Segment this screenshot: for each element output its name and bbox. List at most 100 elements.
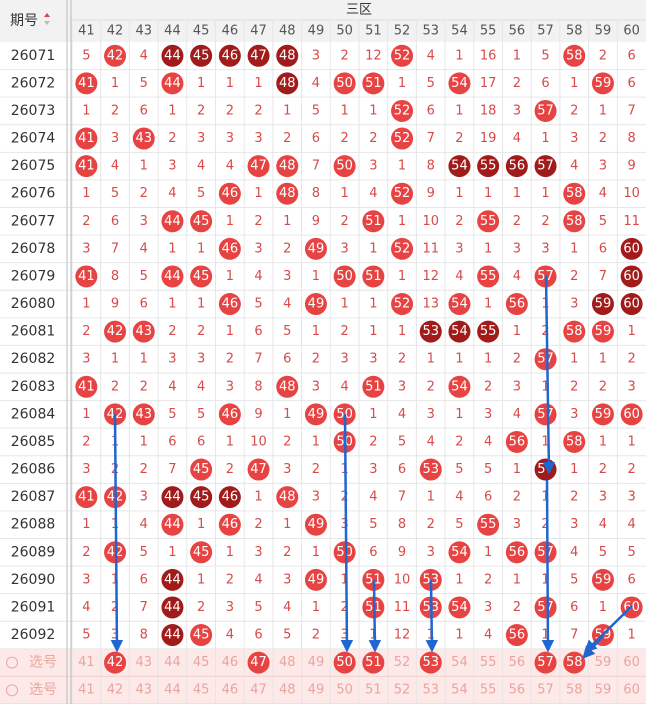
miss-count: 7 (398, 490, 406, 505)
miss-count: 1 (226, 214, 234, 229)
ball (448, 596, 471, 619)
miss-count: 3 (226, 131, 234, 146)
ball (75, 265, 98, 288)
ball (333, 651, 356, 674)
miss-count: 2 (82, 324, 90, 339)
miss-count: 4 (197, 379, 205, 394)
issue-number: 26084 (11, 406, 56, 422)
miss-count: 3 (197, 352, 205, 367)
miss-count: 4 (484, 434, 492, 449)
ball-number: 48 (279, 490, 296, 505)
ball (247, 155, 270, 178)
miss-count: 2 (541, 517, 549, 532)
miss-count: 2 (82, 545, 90, 560)
ball-number: 52 (394, 48, 411, 63)
miss-count: 3 (570, 407, 578, 422)
miss-count: 1 (541, 434, 549, 449)
miss-count: 1 (599, 434, 607, 449)
miss-count: 6 (398, 462, 406, 477)
ball-number: 47 (250, 655, 267, 670)
miss-count: 4 (226, 628, 234, 643)
miss-count: 11 (422, 241, 439, 256)
miss-count: 3 (82, 352, 90, 367)
ball (448, 293, 471, 316)
column-number: 52 (394, 24, 411, 39)
ball (448, 375, 471, 398)
ball-number: 44 (164, 490, 181, 505)
ball-number: 57 (537, 407, 554, 422)
miss-count: 2 (599, 131, 607, 146)
miss-count: 6 (369, 545, 377, 560)
ball (75, 486, 98, 509)
ball-number: 52 (394, 241, 411, 256)
miss-count: 1 (283, 407, 291, 422)
miss-count: 1 (111, 352, 119, 367)
miss-count: 8 (628, 131, 636, 146)
miss-count: 8 (427, 159, 435, 174)
miss-count: 17 (480, 76, 497, 91)
miss-count: 1 (226, 269, 234, 284)
ball-number: 49 (308, 297, 325, 312)
miss-count: 7 (312, 159, 320, 174)
issue-number: 26091 (11, 599, 56, 615)
select-number: 43 (135, 683, 152, 698)
issue-number: 26078 (11, 241, 56, 257)
miss-count: 2 (570, 490, 578, 505)
miss-count: 1 (312, 434, 320, 449)
ball-number: 47 (250, 48, 267, 63)
select-number: 41 (78, 655, 95, 670)
miss-count: 1 (369, 407, 377, 422)
select-number: 52 (394, 655, 411, 670)
ball (75, 72, 98, 95)
miss-count: 4 (341, 379, 349, 394)
sort-up[interactable] (44, 13, 50, 17)
miss-count: 2 (599, 379, 607, 394)
miss-count: 2 (369, 434, 377, 449)
ball-number: 57 (537, 462, 554, 477)
miss-count: 3 (341, 352, 349, 367)
column-number: 57 (537, 24, 554, 39)
ball (161, 44, 184, 67)
ball-number: 54 (451, 600, 468, 615)
ball-number: 54 (451, 379, 468, 394)
miss-count: 1 (82, 186, 90, 201)
ball (620, 265, 643, 288)
select-radio[interactable] (6, 684, 18, 697)
issue-number: 26089 (11, 544, 56, 560)
ball (218, 403, 241, 426)
select-label: 选号 (29, 682, 57, 698)
miss-count: 4 (82, 600, 90, 615)
miss-count: 1 (427, 352, 435, 367)
miss-count: 3 (570, 297, 578, 312)
ball-number: 45 (193, 48, 210, 63)
ball (362, 72, 385, 95)
miss-count: 2 (254, 214, 262, 229)
miss-count: 1 (541, 490, 549, 505)
select-radio[interactable] (6, 656, 18, 669)
miss-count: 3 (82, 241, 90, 256)
ball (391, 293, 414, 316)
miss-count: 4 (513, 269, 521, 284)
ball-number: 56 (509, 159, 526, 174)
miss-count: 6 (197, 434, 205, 449)
miss-count: 12 (422, 269, 439, 284)
ball-number: 59 (595, 297, 612, 312)
ball-number: 51 (365, 214, 382, 229)
ball-number: 60 (623, 241, 640, 256)
ball (218, 486, 241, 509)
miss-count: 2 (513, 214, 521, 229)
miss-count: 2 (283, 241, 291, 256)
miss-count: 4 (628, 517, 636, 532)
miss-count: 5 (197, 186, 205, 201)
miss-count: 6 (254, 324, 262, 339)
miss-count: 5 (455, 517, 463, 532)
miss-count: 3 (369, 462, 377, 477)
miss-count: 1 (455, 407, 463, 422)
ball-number: 54 (451, 324, 468, 339)
issue-header[interactable]: 期号 (10, 13, 38, 29)
column-number: 44 (164, 24, 181, 39)
select-number: 59 (595, 655, 612, 670)
miss-count: 1 (398, 159, 406, 174)
ball-number: 44 (164, 269, 181, 284)
select-number: 46 (222, 655, 239, 670)
